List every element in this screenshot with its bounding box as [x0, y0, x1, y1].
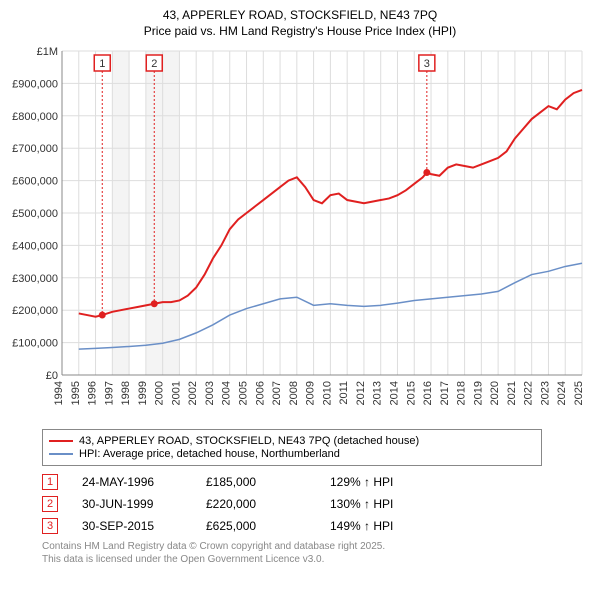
x-tick-label: 2010 — [321, 381, 333, 405]
x-tick-label: 2016 — [422, 381, 434, 405]
legend: 43, APPERLEY ROAD, STOCKSFIELD, NE43 7PQ… — [42, 429, 542, 466]
table-price: £185,000 — [206, 475, 306, 489]
y-tick-label: £100,000 — [12, 338, 58, 350]
table-price: £625,000 — [206, 519, 306, 533]
x-tick-label: 2005 — [238, 381, 250, 405]
table-num-box: 1 — [42, 474, 58, 490]
chart: £0 £100,000 £200,000 £300,000 £400,000 £500,0… — [12, 45, 588, 425]
x-tick-label: 2006 — [254, 381, 266, 405]
x-tick-label: 2020 — [489, 381, 501, 405]
x-tick-label: 2011 — [338, 381, 350, 405]
x-tick-label: 2007 — [271, 381, 283, 405]
title-block: 43, APPERLEY ROAD, STOCKSFIELD, NE43 7PQ… — [12, 8, 588, 39]
x-tick-label: 2001 — [170, 381, 182, 405]
x-tick-label: 2018 — [456, 381, 468, 405]
x-tick-label: 2025 — [573, 381, 585, 405]
legend-row: HPI: Average price, detached house, Nort… — [49, 448, 535, 460]
x-tick-label: 2023 — [539, 381, 551, 405]
x-tick-label: 2015 — [405, 381, 417, 405]
table-num-box: 3 — [42, 518, 58, 534]
x-tick-label: 2008 — [288, 381, 300, 405]
table-pct: 149% ↑ HPI — [330, 519, 430, 533]
y-tick-label: £0 — [46, 370, 58, 382]
table-date: 30-JUN-1999 — [82, 497, 182, 511]
table-pct: 130% ↑ HPI — [330, 497, 430, 511]
table-date: 24-MAY-1996 — [82, 475, 182, 489]
sales-table: 1 24-MAY-1996 £185,000 129% ↑ HPI 2 30-JUN-19… — [42, 474, 588, 534]
table-date: 30-SEP-2015 — [82, 519, 182, 533]
footer-line2: This data is licensed under the Open Gov… — [42, 553, 588, 566]
table-row: 3 30-SEP-2015 £625,000 149% ↑ HPI — [42, 518, 588, 534]
footer: Contains HM Land Registry data © Crown c… — [42, 540, 588, 566]
footer-line1: Contains HM Land Registry data © Crown c… — [42, 540, 588, 553]
legend-label: HPI: Average price, detached house, Nort… — [79, 448, 340, 460]
x-tick-label: 2024 — [556, 381, 568, 405]
table-num-box: 2 — [42, 496, 58, 512]
x-tick-label: 2019 — [472, 381, 484, 405]
x-tick-label: 2022 — [523, 381, 535, 405]
x-tick-label: 2014 — [388, 381, 400, 405]
x-tick-label: 2003 — [204, 381, 216, 405]
title-line1: 43, APPERLEY ROAD, STOCKSFIELD, NE43 7PQ — [12, 8, 588, 24]
x-tick-label: 1998 — [120, 381, 132, 405]
x-tick-label: 2017 — [439, 381, 451, 405]
x-tick-label: 2004 — [221, 381, 233, 405]
y-tick-label: £200,000 — [12, 305, 58, 317]
x-tick-label: 2021 — [506, 381, 518, 405]
x-tick-label: 1999 — [137, 381, 149, 405]
x-tick-label: 2012 — [355, 381, 367, 405]
x-tick-label: 2000 — [154, 381, 166, 405]
marker-number: 2 — [151, 58, 157, 70]
y-tick-label: £1M — [37, 46, 58, 58]
x-tick-label: 2013 — [372, 381, 384, 405]
x-tick-label: 1996 — [87, 381, 99, 405]
y-tick-label: £800,000 — [12, 111, 58, 123]
x-tick-label: 2002 — [187, 381, 199, 405]
marker-number: 1 — [99, 58, 105, 70]
table-price: £220,000 — [206, 497, 306, 511]
y-tick-label: £500,000 — [12, 208, 58, 220]
y-tick-label: £900,000 — [12, 79, 58, 91]
legend-swatch — [49, 440, 73, 442]
x-tick-label: 1995 — [70, 381, 82, 405]
x-tick-label: 1994 — [53, 381, 65, 405]
marker-number: 3 — [424, 58, 430, 70]
y-tick-label: £300,000 — [12, 273, 58, 285]
title-line2: Price paid vs. HM Land Registry's House … — [12, 24, 588, 40]
legend-row: 43, APPERLEY ROAD, STOCKSFIELD, NE43 7PQ… — [49, 435, 535, 447]
x-tick-label: 2009 — [305, 381, 317, 405]
x-tick-label: 1997 — [103, 381, 115, 405]
y-tick-label: £400,000 — [12, 241, 58, 253]
y-tick-label: £600,000 — [12, 176, 58, 188]
table-pct: 129% ↑ HPI — [330, 475, 430, 489]
y-tick-label: £700,000 — [12, 143, 58, 155]
legend-swatch — [49, 453, 73, 455]
table-row: 2 30-JUN-1999 £220,000 130% ↑ HPI — [42, 496, 588, 512]
table-row: 1 24-MAY-1996 £185,000 129% ↑ HPI — [42, 474, 588, 490]
legend-label: 43, APPERLEY ROAD, STOCKSFIELD, NE43 7PQ… — [79, 435, 419, 447]
